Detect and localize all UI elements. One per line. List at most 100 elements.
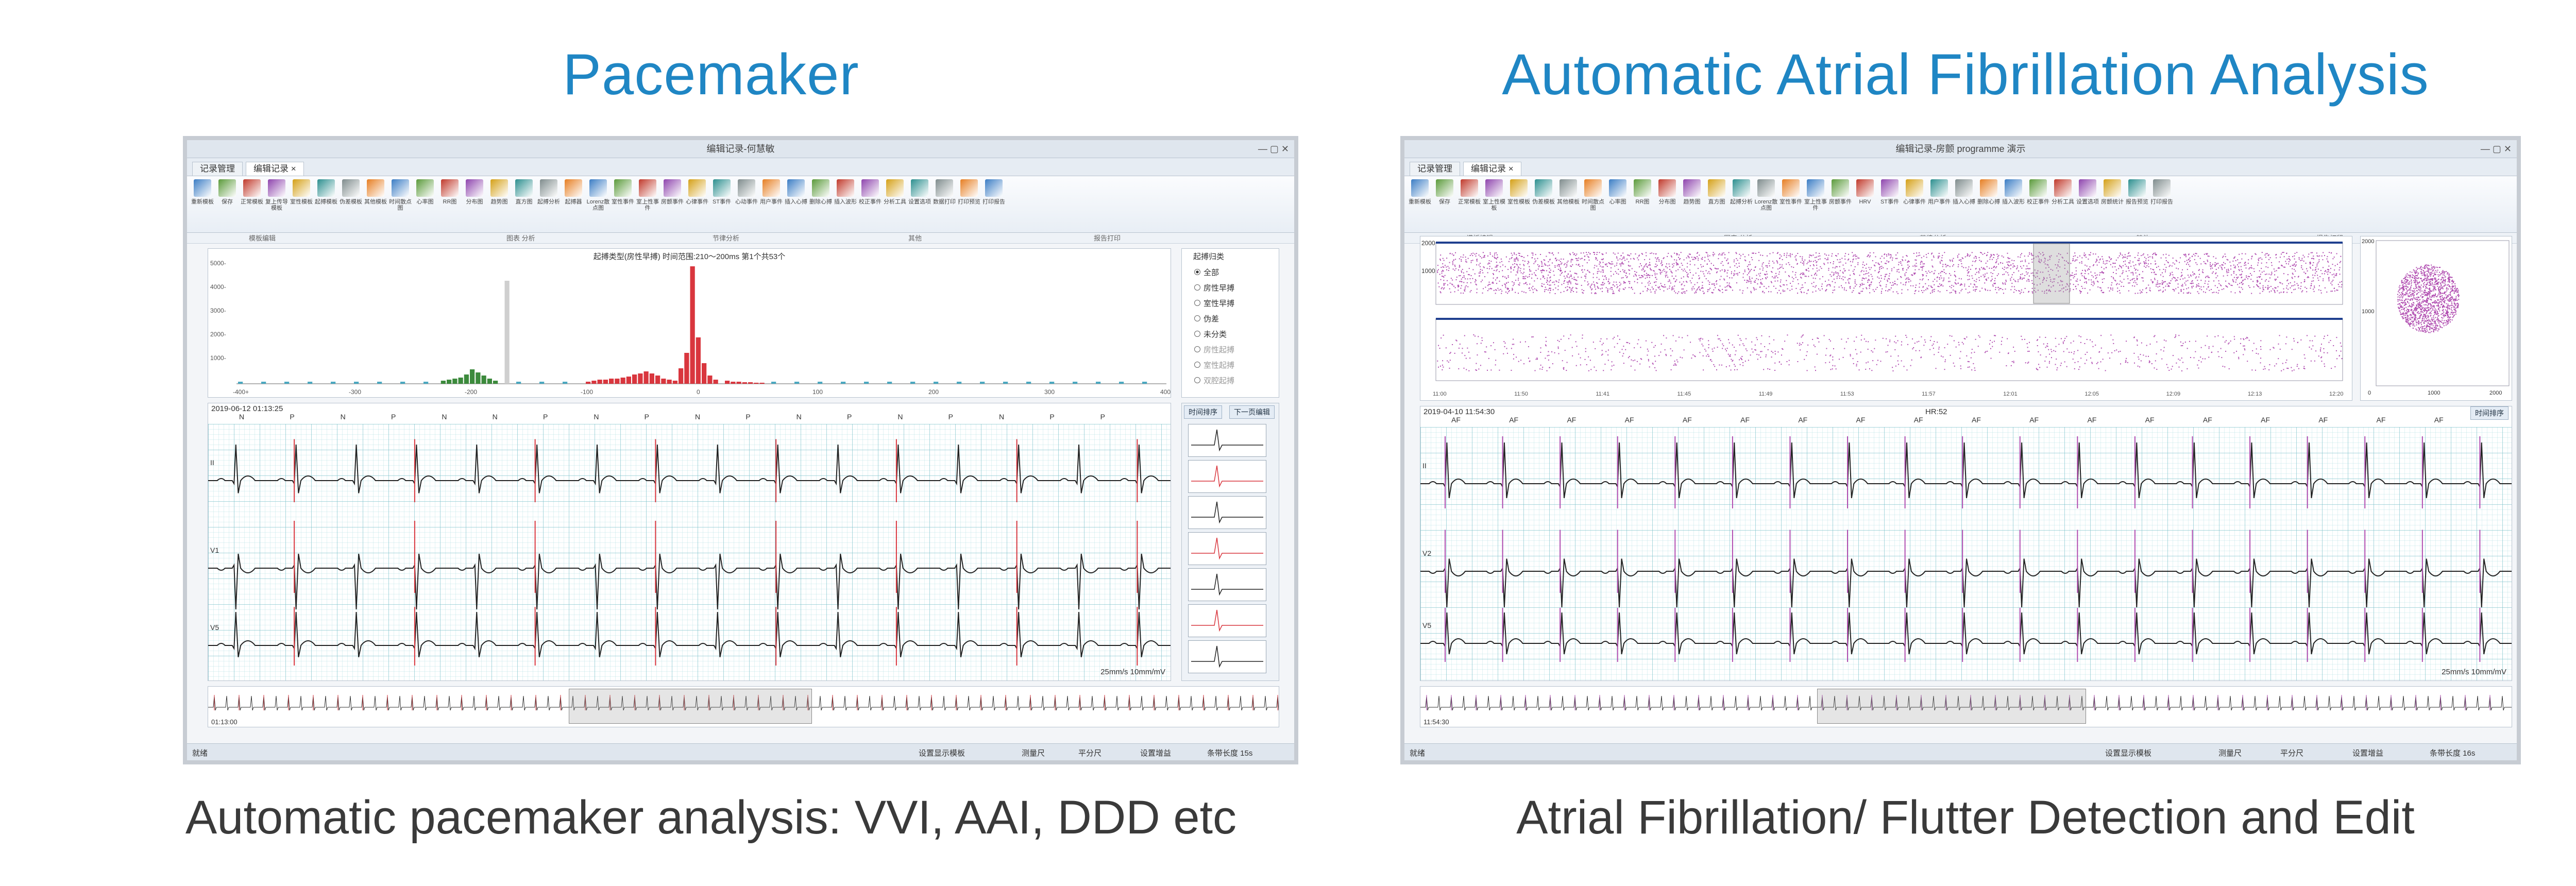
ribbon-button[interactable]: 校正事件 (2027, 179, 2049, 229)
filter-radio-option[interactable]: 全部 (1194, 264, 1234, 280)
ribbon-button[interactable]: 其他模板 (364, 179, 387, 229)
ribbon-button[interactable]: 报告预览 (2126, 179, 2148, 229)
histogram-bar[interactable] (638, 373, 643, 384)
beat-thumbnail[interactable] (1188, 532, 1266, 565)
ribbon-button[interactable]: 重新模板 (191, 179, 214, 229)
ribbon-button[interactable]: 复上传导模板 (265, 179, 288, 229)
beat-label[interactable]: P (1049, 413, 1055, 421)
histogram-bar[interactable] (284, 382, 290, 384)
beat-thumbnail[interactable] (1188, 604, 1266, 637)
ribbon-button[interactable]: 直方图 (1705, 179, 1728, 229)
beat-label[interactable]: N (239, 413, 245, 421)
histogram-bar[interactable] (643, 371, 649, 384)
histogram-bar[interactable] (667, 380, 672, 384)
ribbon-button[interactable]: ST事件 (710, 179, 733, 229)
histogram-bar[interactable] (331, 382, 336, 384)
ribbon-button[interactable]: 插入波形 (2002, 179, 2025, 229)
histogram-bar[interactable] (684, 353, 689, 384)
ribbon-button[interactable]: 分析工具 (884, 179, 906, 229)
ribbon-button[interactable]: RR图 (1631, 179, 1654, 229)
histogram-bar[interactable] (731, 382, 736, 384)
overview-strip[interactable]: 01:13:00 (208, 686, 1279, 727)
beat-label[interactable]: P (745, 413, 751, 421)
status-template[interactable]: 设置显示模板 (919, 749, 965, 758)
beat-label[interactable]: N (492, 413, 498, 421)
histogram-bar[interactable] (539, 382, 545, 384)
ribbon-button[interactable]: 用户事件 (760, 179, 783, 229)
ribbon-button[interactable]: 室性模板 (290, 179, 313, 229)
histogram-bar[interactable] (354, 382, 359, 384)
beat-label[interactable]: P (391, 413, 396, 421)
filter-radio-option[interactable]: 未分类 (1194, 326, 1234, 342)
ribbon-button[interactable]: 起搏分析 (537, 179, 560, 229)
ribbon-button[interactable]: 心律事件 (686, 179, 708, 229)
histogram-bar[interactable] (841, 382, 846, 384)
beat-label[interactable]: P (1100, 413, 1105, 421)
radio-dot[interactable] (1194, 377, 1200, 383)
ribbon-button[interactable]: 分布图 (463, 179, 486, 229)
time-sort-button[interactable]: 时间排序 (1184, 405, 1222, 419)
histogram-bar[interactable] (818, 382, 823, 384)
histogram-bar[interactable] (591, 381, 597, 384)
histogram-bar[interactable] (957, 382, 962, 384)
histogram-bar[interactable] (1142, 382, 1147, 384)
beat-thumbnail[interactable] (1188, 496, 1266, 529)
filter-radio-option[interactable]: 室性起搏 (1194, 357, 1234, 372)
histogram-bar[interactable] (516, 382, 521, 384)
histogram-bar[interactable] (423, 382, 429, 384)
window-controls[interactable]: — ▢ ✕ (1258, 144, 1289, 154)
histogram-bar[interactable] (626, 377, 631, 384)
beat-label[interactable]: P (847, 413, 852, 421)
histogram-bar[interactable] (748, 382, 753, 384)
ribbon-button[interactable]: 直方图 (513, 179, 535, 229)
ribbon-button[interactable]: Lorenz散点图 (587, 179, 609, 229)
ribbon-button[interactable]: 插入波形 (834, 179, 857, 229)
histogram-bar[interactable] (447, 380, 452, 384)
filter-radio-option[interactable]: 房性早搏 (1194, 280, 1234, 295)
tab-record-manage[interactable]: 记录管理 (192, 162, 243, 176)
histogram-bar[interactable] (609, 379, 614, 384)
beat-label[interactable]: N (897, 413, 903, 421)
radio-dot[interactable] (1194, 362, 1200, 368)
histogram-bar[interactable] (504, 281, 510, 384)
histogram-bar[interactable] (261, 382, 266, 384)
ribbon-button[interactable]: 趋势图 (488, 179, 511, 229)
ribbon-button[interactable]: 删除心搏 (1977, 179, 2000, 229)
beat-thumbnail[interactable] (1188, 460, 1266, 493)
radio-dot[interactable] (1194, 346, 1200, 352)
ribbon-button[interactable]: 起搏模板 (315, 179, 337, 229)
filter-radio-option[interactable]: 伪差 (1194, 311, 1234, 326)
tab-record-manage[interactable]: 记录管理 (1410, 162, 1460, 176)
ribbon-button[interactable]: 正常模板 (1458, 179, 1481, 229)
histogram-bar[interactable] (725, 381, 730, 384)
histogram-bar[interactable] (771, 382, 776, 384)
ribbon-button[interactable]: 房颤事件 (661, 179, 684, 229)
histogram-bar[interactable] (377, 382, 382, 384)
histogram-bar[interactable] (452, 379, 457, 384)
status-strip-length[interactable]: 条带长度 15s (1207, 749, 1253, 758)
histogram-bar[interactable] (238, 382, 243, 384)
histogram-bar[interactable] (742, 382, 747, 384)
histogram-bar[interactable] (464, 374, 469, 384)
histogram-bar[interactable] (910, 382, 916, 384)
histogram-bar[interactable] (603, 380, 608, 384)
ribbon-button[interactable]: 时间散点图 (389, 179, 412, 229)
histogram-bar[interactable] (487, 379, 492, 384)
ribbon-button[interactable]: 分析工具 (2052, 179, 2074, 229)
histogram-bar[interactable] (620, 378, 625, 384)
ribbon-button[interactable]: 打印报告 (2150, 179, 2173, 229)
ribbon-button[interactable]: 室性模板 (1507, 179, 1530, 229)
histogram-bar[interactable] (713, 380, 718, 384)
status-ruler[interactable]: 测量尺 (1022, 749, 1045, 758)
histogram-bar[interactable] (980, 382, 985, 384)
ribbon-button[interactable]: 重新模板 (1409, 179, 1431, 229)
scatter-selection[interactable] (2033, 243, 2070, 304)
ribbon-button[interactable]: ST事件 (1878, 179, 1901, 229)
beat-label[interactable]: N (594, 413, 599, 421)
radio-dot[interactable] (1194, 284, 1200, 291)
beat-label[interactable]: N (442, 413, 447, 421)
ribbon-button[interactable]: 室上性模板 (1483, 179, 1505, 229)
filter-radio-option[interactable]: 室性早搏 (1194, 295, 1234, 311)
beat-label[interactable]: P (543, 413, 548, 421)
histogram-bar[interactable] (440, 381, 446, 384)
